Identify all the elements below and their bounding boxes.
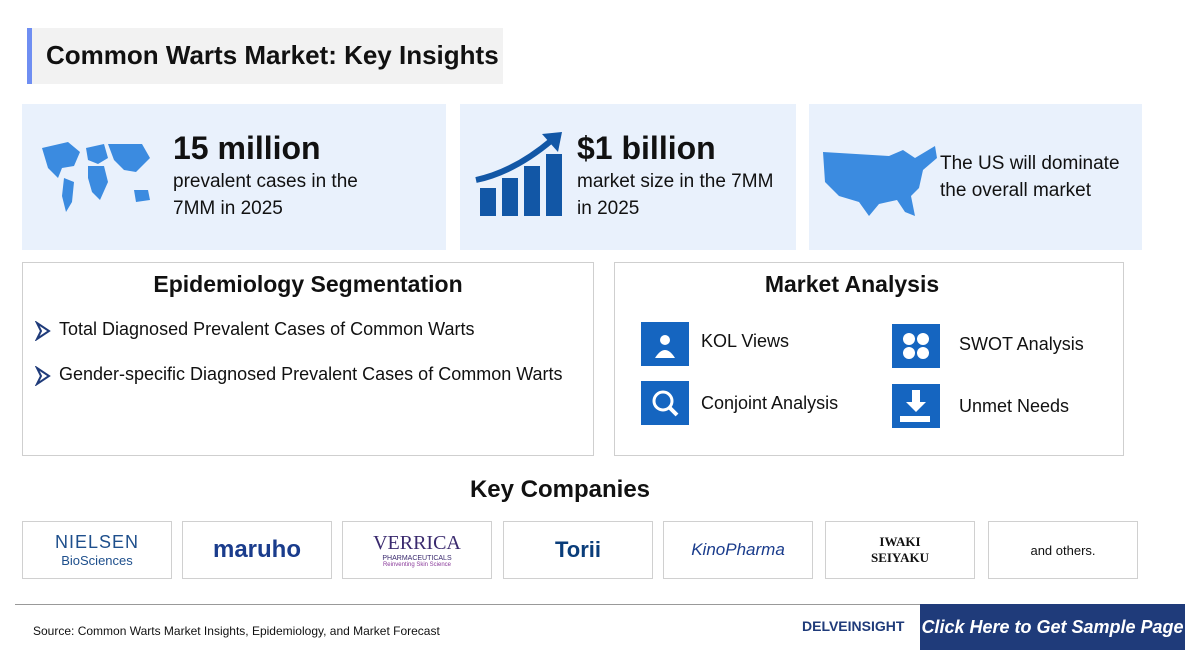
company-logo: Torii [503,521,653,579]
analysis-item: Unmet Needs [959,396,1070,416]
analysis-item: SWOT Analysis [959,334,1084,354]
company-logo: KinoPharma [663,521,813,579]
epidemiology-panel: Epidemiology Segmentation Total Diagnose… [22,262,594,456]
section-title: Key Companies [469,476,651,503]
unmet-needs-icon [892,384,940,428]
market-analysis-panel: Market Analysis KOL Views SWOT Analysis … [614,262,1124,456]
analysis-item: KOL Views [701,331,790,351]
headline: $1 billion [577,130,716,166]
highlight-text: market size in the 7MM in 2025 [577,171,774,219]
panel-title: Market Analysis [764,271,940,297]
company-logo: IWAKI SEIYAKU [825,521,975,579]
logo-text: NIELSEN [54,532,140,552]
company-logo: maruho [182,521,332,579]
logo-subtext: PHARMACEUTICALS [382,555,452,562]
logo-text: Torii [554,537,602,562]
headline: 15 million [173,130,321,166]
others-text: and others. [1030,542,1096,558]
brand-logo: DELVEINSIGHT [802,618,905,634]
logo-subtext: SEIYAKU [870,550,930,565]
divider [15,604,920,605]
conjoint-icon [641,381,689,425]
logo-text: maruho [212,536,301,563]
logo-text: IWAKI [879,534,921,549]
highlight-text: The US will dominate the overall market [940,153,1120,201]
logo-tagline: Reinventing Skin Science [382,562,452,568]
company-logo: VERRICA PHARMACEUTICALS Reinventing Skin… [342,521,492,579]
company-logo: NIELSEN BioSciences [22,521,172,579]
panel-title: Epidemiology Segmentation [153,271,463,297]
kol-icon [641,322,689,366]
highlight-text: prevalent cases in the 7MM in 2025 [173,171,358,219]
list-item: Gender-specific Diagnosed Prevalent Case… [59,364,563,384]
chevron-icon [35,321,51,341]
title: Common Warts Market: Key Insights [46,40,499,70]
logo-text: VERRICA [373,532,461,554]
swot-icon [892,324,940,368]
cta-button[interactable]: Click Here to Get Sample Page [920,604,1185,650]
highlight-card: $1 billion market size in the 7MM in 202… [460,104,796,250]
source-text: Source: Common Warts Market Insights, Ep… [33,624,440,638]
logo-text: KinoPharma [691,540,785,559]
title-box: Common Warts Market: Key Insights [27,28,503,84]
us-map-icon [823,146,937,216]
logo-subtext: BioSciences [61,553,133,568]
list-item: Total Diagnosed Prevalent Cases of Commo… [59,319,475,339]
others-box: and others. [988,521,1138,579]
highlight-card: 15 million prevalent cases in the 7MM in… [22,104,446,250]
world-map-icon [42,142,150,212]
analysis-item: Conjoint Analysis [701,393,839,413]
highlight-card: The US will dominate the overall market [809,104,1142,250]
chevron-icon [35,366,51,386]
growth-icon [475,132,562,216]
